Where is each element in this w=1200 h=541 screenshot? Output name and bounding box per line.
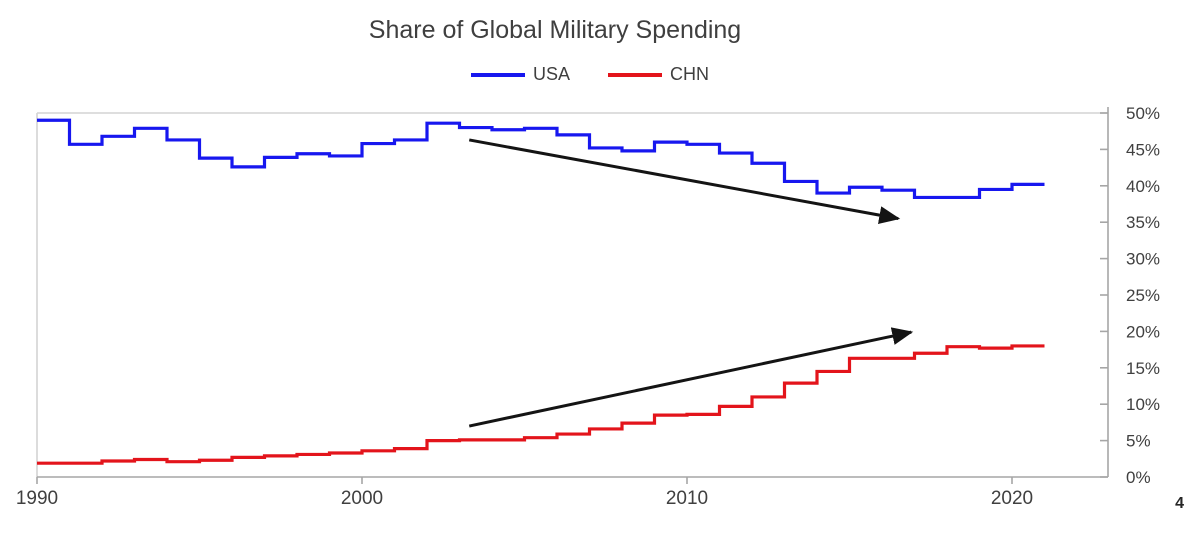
y-axis-tick-label: 35%: [1126, 213, 1160, 232]
usa-line-swatch: [470, 72, 525, 77]
chn-series-line: [37, 344, 1045, 465]
y-axis-tick-label: 40%: [1126, 177, 1160, 196]
legend: USA CHN: [0, 64, 1180, 85]
usa-series-line: [37, 118, 1045, 200]
page-number: 4: [1175, 495, 1184, 512]
chn-rise-arrow: [468, 327, 914, 428]
x-axis-tick-label: 2020: [991, 488, 1033, 509]
x-axis-tick-label: 2010: [666, 488, 708, 509]
chart-title: Share of Global Military Spending: [368, 16, 742, 44]
y-axis-tick-label: 25%: [1126, 286, 1160, 305]
usa-decline-arrow: [468, 138, 901, 224]
y-axis-tick-label: 10%: [1126, 395, 1160, 414]
y-axis-tick-label: 5%: [1126, 432, 1151, 451]
legend-label-usa: USA: [532, 64, 570, 84]
legend-item-usa: USA: [470, 64, 570, 85]
y-axis-tick-label: 0%: [1126, 468, 1151, 487]
chn-line-swatch: [608, 72, 662, 77]
x-axis-tick-label: 1990: [16, 488, 58, 509]
y-axis-tick-label: 15%: [1126, 359, 1160, 378]
y-axis-tick-label: 45%: [1126, 140, 1160, 159]
y-axis-tick-label: 20%: [1126, 322, 1160, 341]
legend-item-chn: CHN: [608, 64, 709, 85]
legend-label-chn: CHN: [670, 64, 709, 84]
x-axis-tick-label: 2000: [341, 488, 383, 509]
y-axis-tick-label: 30%: [1126, 250, 1160, 269]
y-axis-tick-label: 50%: [1126, 104, 1160, 123]
